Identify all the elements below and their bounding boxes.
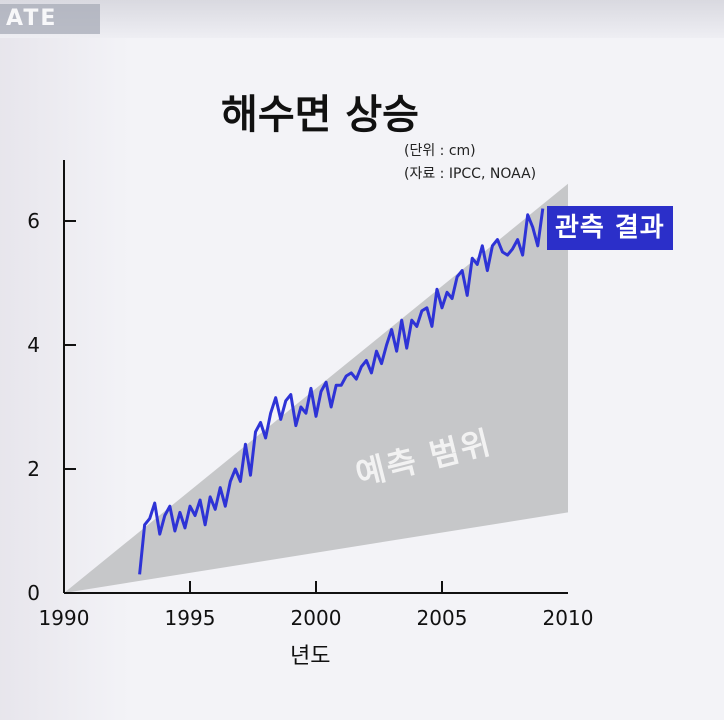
x-tick-label: 1990: [39, 606, 90, 630]
top-band: [0, 0, 724, 38]
y-tick-label: 4: [27, 333, 40, 357]
x-tick-label: 1995: [165, 606, 216, 630]
axes: 0 2 4 6 1990 1995 2000 2005 2010: [27, 160, 593, 630]
observed-series-line: [138, 208, 545, 575]
unit-note: (단위 : cm): [404, 143, 476, 159]
x-tick-label: 2000: [291, 606, 342, 630]
source-note: (자료 : IPCC, NOAA): [404, 166, 537, 182]
x-tick-label: 2010: [543, 606, 594, 630]
top-banner: ATE: [0, 4, 100, 34]
y-tick-label: 0: [27, 581, 40, 605]
x-tick-label: 2005: [417, 606, 468, 630]
forecast-band: [64, 183, 568, 594]
y-tick-label: 6: [27, 209, 40, 233]
y-tick-label: 2: [27, 457, 40, 481]
chart-title: 해수면 상승: [221, 92, 419, 138]
observed-series-label: 관측 결과: [547, 206, 673, 250]
x-axis-label: 년도: [290, 644, 331, 669]
